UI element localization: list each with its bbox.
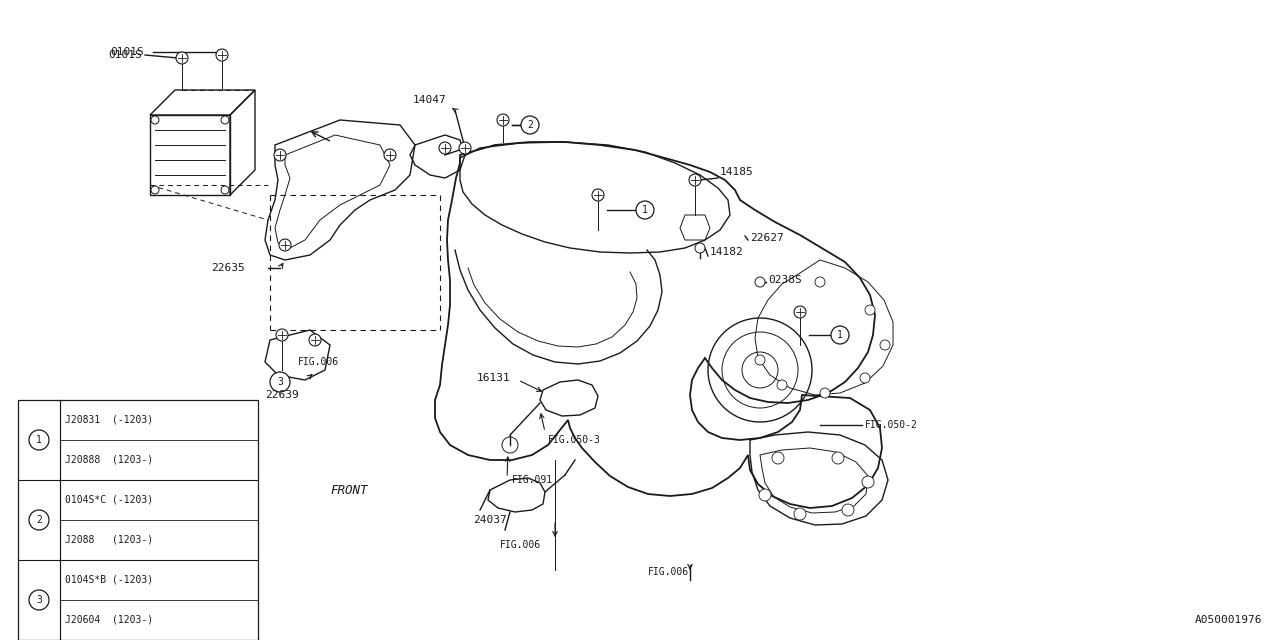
Text: 14047: 14047 (413, 95, 447, 105)
Circle shape (177, 52, 188, 64)
Circle shape (759, 489, 771, 501)
Text: A050001976: A050001976 (1194, 615, 1262, 625)
Text: J20888  (1203-): J20888 (1203-) (65, 455, 154, 465)
Circle shape (794, 508, 806, 520)
Circle shape (842, 504, 854, 516)
Text: 1: 1 (36, 435, 42, 445)
Circle shape (497, 114, 509, 126)
Circle shape (460, 142, 471, 154)
Text: 1: 1 (837, 330, 844, 340)
Text: 22639: 22639 (265, 390, 298, 400)
Text: FRONT: FRONT (330, 483, 367, 497)
Circle shape (279, 239, 291, 251)
Circle shape (881, 340, 890, 350)
Text: FIG.091: FIG.091 (512, 475, 553, 485)
Text: 16131: 16131 (476, 373, 509, 383)
Text: 14182: 14182 (710, 247, 744, 257)
Circle shape (308, 334, 321, 346)
Circle shape (755, 355, 765, 365)
Text: 22627: 22627 (750, 233, 783, 243)
Text: FIG.050-3: FIG.050-3 (548, 435, 600, 445)
Text: 22635: 22635 (211, 263, 244, 273)
Circle shape (216, 49, 228, 61)
Text: 1: 1 (643, 205, 648, 215)
Circle shape (860, 373, 870, 383)
Text: 0238S: 0238S (768, 275, 801, 285)
Circle shape (794, 306, 806, 318)
Text: J20831  (-1203): J20831 (-1203) (65, 415, 154, 425)
Circle shape (151, 116, 159, 124)
Text: 0101S: 0101S (108, 50, 142, 60)
Text: FIG.006: FIG.006 (499, 540, 540, 550)
Circle shape (29, 590, 49, 610)
Circle shape (636, 201, 654, 219)
Text: 0104S*B (-1203): 0104S*B (-1203) (65, 575, 154, 585)
Text: FIG.006: FIG.006 (298, 357, 339, 367)
Text: 2: 2 (36, 515, 42, 525)
Circle shape (29, 430, 49, 450)
Circle shape (777, 380, 787, 390)
Circle shape (270, 372, 291, 392)
Text: FIG.006: FIG.006 (648, 567, 689, 577)
Text: J2088   (1203-): J2088 (1203-) (65, 535, 154, 545)
Circle shape (820, 388, 829, 398)
Circle shape (276, 329, 288, 341)
Circle shape (384, 149, 396, 161)
Circle shape (221, 116, 229, 124)
Circle shape (29, 510, 49, 530)
Text: 3: 3 (36, 595, 42, 605)
Circle shape (865, 305, 876, 315)
Text: 14185: 14185 (719, 167, 754, 177)
Text: 24037: 24037 (474, 515, 507, 525)
Circle shape (832, 452, 844, 464)
Circle shape (831, 326, 849, 344)
Text: 0101S: 0101S (110, 47, 143, 57)
Circle shape (815, 277, 826, 287)
Circle shape (274, 149, 285, 161)
Circle shape (591, 189, 604, 201)
Circle shape (521, 116, 539, 134)
Circle shape (689, 174, 701, 186)
Circle shape (695, 243, 705, 253)
Text: 2: 2 (527, 120, 532, 130)
Text: 0104S*C (-1203): 0104S*C (-1203) (65, 495, 154, 505)
Circle shape (439, 142, 451, 154)
Text: FIG.050-2: FIG.050-2 (865, 420, 918, 430)
Circle shape (221, 186, 229, 194)
Circle shape (861, 476, 874, 488)
Circle shape (772, 452, 783, 464)
Circle shape (755, 277, 765, 287)
Circle shape (151, 186, 159, 194)
Text: 3: 3 (276, 377, 283, 387)
Text: J20604  (1203-): J20604 (1203-) (65, 615, 154, 625)
